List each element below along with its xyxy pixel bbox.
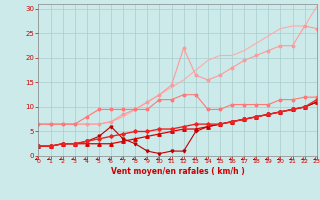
X-axis label: Vent moyen/en rafales ( km/h ): Vent moyen/en rafales ( km/h ): [111, 167, 244, 176]
